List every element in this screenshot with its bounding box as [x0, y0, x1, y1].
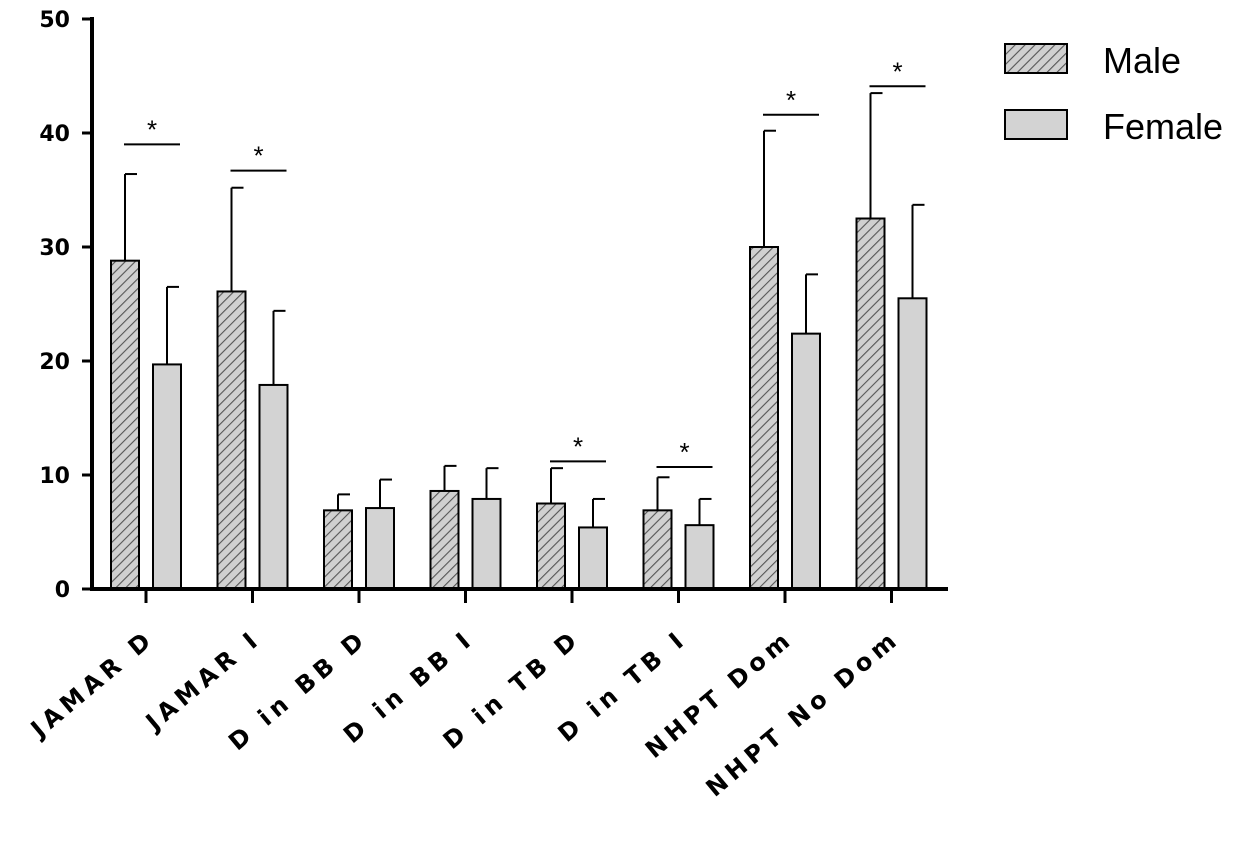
- x-tick-label: JAMAR D: [24, 624, 160, 744]
- y-tick-label: 0: [55, 578, 70, 603]
- significance-label: *: [679, 437, 689, 467]
- plot-area: * * * * * *: [110, 56, 928, 591]
- x-tick-label: NHPT No Dom: [701, 624, 906, 802]
- significance-label: *: [892, 56, 902, 86]
- bar-female: [471, 497, 502, 590]
- bar-female: [578, 526, 608, 591]
- legend-swatch-male: [1004, 43, 1068, 74]
- bar-male: [110, 259, 140, 590]
- bar-male: [323, 509, 353, 590]
- bar-female: [897, 297, 928, 590]
- y-tick-label: 10: [39, 464, 70, 489]
- legend-label: Male: [1103, 40, 1181, 81]
- bar-male: [536, 502, 566, 590]
- bar-male: [855, 217, 886, 590]
- legend-swatch-female: [1004, 109, 1068, 140]
- y-axis: 0 10 20 30 40 50: [39, 8, 94, 603]
- significance-label: *: [786, 85, 796, 115]
- significance-label: *: [573, 431, 583, 461]
- significance-label: *: [147, 114, 157, 144]
- bar-male: [216, 290, 247, 590]
- bar-female: [684, 524, 715, 590]
- legend: Male Female: [1004, 40, 1223, 147]
- y-tick-label: 30: [39, 236, 70, 261]
- y-tick-label: 50: [39, 8, 70, 33]
- bar-male: [429, 489, 460, 590]
- y-tick-label: 20: [39, 350, 70, 375]
- legend-label: Female: [1103, 106, 1223, 147]
- significance-label: *: [253, 141, 263, 171]
- bar-female: [152, 363, 182, 591]
- bar-male: [642, 509, 673, 590]
- y-tick-label: 40: [39, 122, 70, 147]
- bar-female: [258, 383, 289, 590]
- bar-female: [791, 332, 821, 591]
- bar-female: [365, 507, 395, 590]
- bar-male: [749, 246, 779, 590]
